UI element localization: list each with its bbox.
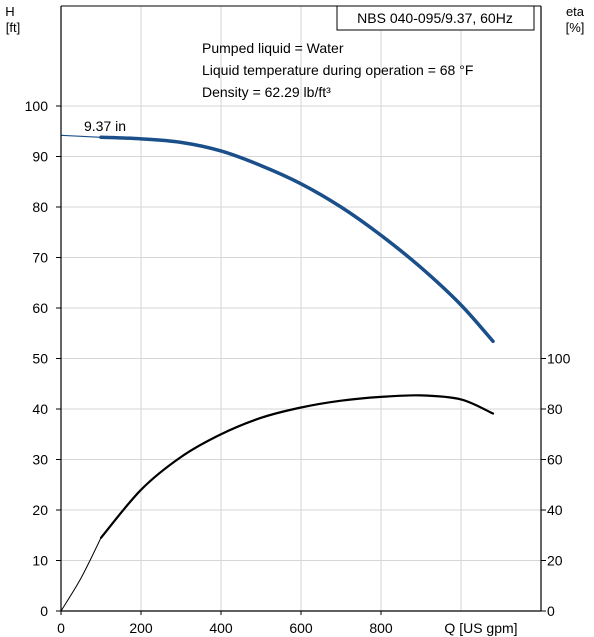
note-density: Density = 62.29 lb/ft³ bbox=[202, 84, 331, 100]
x-axis-title: Q [US gpm] bbox=[444, 620, 517, 636]
y-left-tick-label: 0 bbox=[40, 603, 48, 619]
y-left-tick-label: 50 bbox=[32, 351, 48, 367]
chart-title: NBS 040-095/9.37, 60Hz bbox=[357, 10, 513, 26]
x-tick-label: 0 bbox=[57, 620, 65, 636]
x-tick-label: 600 bbox=[289, 620, 313, 636]
efficiency-curve bbox=[99, 394, 495, 539]
y-right-tick-label: 20 bbox=[547, 553, 563, 569]
y-left-tick-label: 40 bbox=[32, 401, 48, 417]
tick-labels: 0 10 20 30 40 50 60 70 80 90 100 0 20 40 60 80 100 0 200 40… bbox=[25, 98, 571, 636]
y-left-tick-label: 90 bbox=[32, 149, 48, 165]
y-left-tick-label: 100 bbox=[25, 98, 49, 114]
note-liquid: Pumped liquid = Water bbox=[202, 40, 344, 56]
series-layer bbox=[60, 134, 495, 612]
y-left-axis-title-line1: H bbox=[5, 4, 14, 19]
y-right-axis-title-line2: [%] bbox=[566, 20, 585, 35]
head-curve bbox=[99, 135, 495, 344]
y-right-tick-label: 60 bbox=[547, 452, 563, 468]
chart-title-box: NBS 040-095/9.37, 60Hz bbox=[336, 5, 535, 31]
y-left-axis-title-line2: [ft] bbox=[6, 20, 20, 35]
efficiency-curve-extension bbox=[60, 537, 102, 612]
y-right-axis-title-line1: eta bbox=[566, 4, 585, 19]
y-right-tick-label: 100 bbox=[547, 351, 571, 367]
y-left-tick-label: 30 bbox=[32, 452, 48, 468]
x-tick-label: 400 bbox=[209, 620, 233, 636]
axis-titles: H [ft] eta [%] Q [US gpm] bbox=[5, 4, 584, 636]
note-temperature: Liquid temperature during operation = 68… bbox=[202, 62, 473, 78]
y-right-tick-label: 0 bbox=[547, 603, 555, 619]
head-curve-extension bbox=[60, 134, 102, 138]
y-left-tick-label: 70 bbox=[32, 250, 48, 266]
y-left-tick-label: 80 bbox=[32, 199, 48, 215]
y-left-tick-label: 60 bbox=[32, 300, 48, 316]
y-left-tick-label: 10 bbox=[32, 553, 48, 569]
x-tick-label: 800 bbox=[369, 620, 393, 636]
info-notes: Pumped liquid = Water Liquid temperature… bbox=[202, 40, 473, 100]
y-right-tick-label: 80 bbox=[547, 401, 563, 417]
grid-lines bbox=[61, 6, 541, 611]
y-right-tick-label: 40 bbox=[547, 502, 563, 518]
curve-label-9-37-in: 9.37 in bbox=[84, 118, 126, 134]
x-tick-label: 200 bbox=[129, 620, 153, 636]
y-left-tick-label: 20 bbox=[32, 502, 48, 518]
